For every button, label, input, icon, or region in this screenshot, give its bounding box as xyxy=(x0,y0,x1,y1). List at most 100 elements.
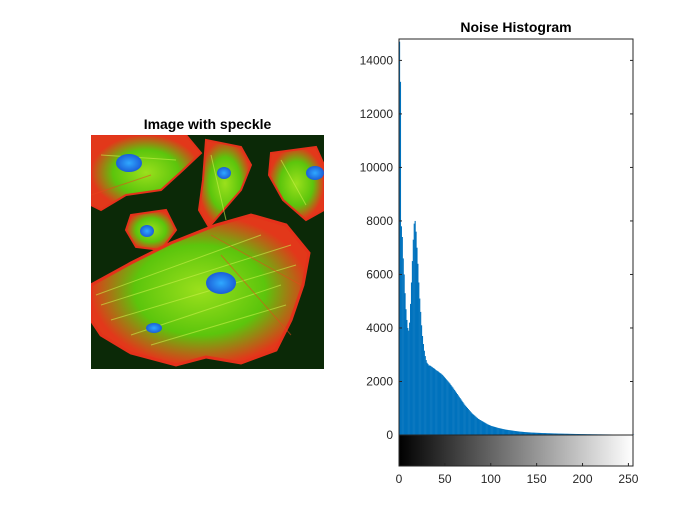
nucleus xyxy=(217,167,231,179)
histogram-bar xyxy=(559,433,561,435)
histogram-bar xyxy=(436,370,438,435)
histogram-bar xyxy=(528,432,530,435)
histogram-bar xyxy=(434,369,436,435)
histogram-bars xyxy=(399,41,635,436)
histogram-bar xyxy=(483,422,485,435)
histogram-bar xyxy=(430,365,432,435)
histogram-bar xyxy=(432,368,435,435)
red-streaks xyxy=(91,174,302,336)
histogram-bar xyxy=(403,274,405,435)
histogram-bar xyxy=(499,428,501,435)
histogram-bar xyxy=(489,425,491,435)
histogram-bar xyxy=(536,432,538,435)
histogram-bar xyxy=(494,426,496,435)
histogram-bar xyxy=(472,414,474,435)
histogram-bar xyxy=(417,263,419,435)
histogram-bar xyxy=(557,433,559,435)
histogram-bar xyxy=(477,418,480,435)
histogram-bar xyxy=(488,425,491,435)
histogram-bar xyxy=(488,424,490,435)
histogram-bar xyxy=(534,432,536,435)
cell-region xyxy=(267,145,324,222)
histogram-bar xyxy=(405,309,407,435)
histogram-bar xyxy=(487,424,489,435)
histogram-bar xyxy=(493,426,495,435)
grayscale-colorbar xyxy=(398,434,634,467)
histogram-bar xyxy=(513,430,515,435)
histogram-bar xyxy=(566,433,569,435)
histogram-bar xyxy=(445,379,447,435)
histogram-bar xyxy=(443,377,446,435)
histogram-bar xyxy=(462,402,464,435)
histogram-bar xyxy=(422,344,424,435)
histogram-bar xyxy=(477,418,479,435)
histogram-bar xyxy=(464,404,466,435)
histogram-bar xyxy=(519,431,521,435)
histogram-bar xyxy=(506,429,508,435)
histogram-bar xyxy=(459,398,461,435)
histogram-bar xyxy=(500,428,502,435)
histogram-bar xyxy=(542,433,544,435)
histogram-bar xyxy=(454,390,456,435)
histogram-bar xyxy=(478,419,480,435)
histogram-bar xyxy=(465,406,468,435)
histogram-bar xyxy=(507,429,509,435)
histogram-bar xyxy=(457,395,459,435)
histogram-bar xyxy=(432,367,434,435)
nucleus xyxy=(146,323,162,333)
histogram-bar xyxy=(543,433,546,435)
histogram-bar xyxy=(449,383,451,435)
histogram-bar xyxy=(479,420,481,435)
histogram-title: Noise Histogram xyxy=(460,19,572,35)
nucleus xyxy=(206,272,236,294)
histogram-bar xyxy=(531,432,533,435)
histogram-bar xyxy=(555,433,557,435)
x-tick-label: 250 xyxy=(618,472,638,486)
histogram-bar xyxy=(527,432,529,435)
histogram-bar xyxy=(554,433,556,435)
histogram-bar xyxy=(503,429,505,435)
histogram-bar xyxy=(550,433,552,435)
histogram-bar xyxy=(401,237,403,435)
histogram-bar xyxy=(556,433,558,435)
histogram-bar xyxy=(420,311,422,435)
cell-region xyxy=(91,135,203,212)
histogram-bar xyxy=(495,427,497,435)
histogram-bar xyxy=(498,428,500,435)
x-tick-label: 200 xyxy=(573,472,593,486)
y-axis-ticks: 0 2000 4000 6000 8000 10000 12000 14000 xyxy=(360,53,633,442)
histogram-bar xyxy=(440,373,442,435)
histogram-bar xyxy=(461,400,463,435)
histogram-bar xyxy=(575,433,577,435)
histogram-bar xyxy=(518,431,520,435)
histogram-bar xyxy=(450,384,452,435)
histogram-bar xyxy=(504,429,506,435)
histogram-bar xyxy=(466,407,469,435)
histogram-bar xyxy=(508,430,510,435)
histogram-bar xyxy=(539,432,541,435)
histogram-bar xyxy=(427,364,429,435)
y-tick-label: 10000 xyxy=(360,160,394,174)
fluorescence-cells-image xyxy=(91,135,324,369)
histogram-bar xyxy=(418,282,420,435)
histogram-bar xyxy=(540,432,542,435)
histogram-bar xyxy=(516,431,518,435)
histogram-bar xyxy=(415,231,417,435)
histogram-bar xyxy=(446,380,448,435)
histogram-bar xyxy=(566,433,568,435)
histogram-bar xyxy=(410,282,413,435)
histogram-bar xyxy=(454,391,457,435)
histogram-bar xyxy=(409,322,411,435)
histogram-bar xyxy=(439,372,441,435)
histogram-bar xyxy=(537,432,539,435)
nucleus xyxy=(116,154,142,172)
histogram-bar xyxy=(568,433,570,435)
y-tick-label: 4000 xyxy=(366,321,393,335)
histogram-bar xyxy=(490,425,492,435)
y-tick-label: 8000 xyxy=(366,214,393,228)
histogram-bar xyxy=(471,413,473,435)
histogram-bar xyxy=(560,433,562,435)
x-tick-label: 150 xyxy=(527,472,547,486)
histogram-bar xyxy=(497,427,499,435)
histogram-bar xyxy=(553,433,555,435)
